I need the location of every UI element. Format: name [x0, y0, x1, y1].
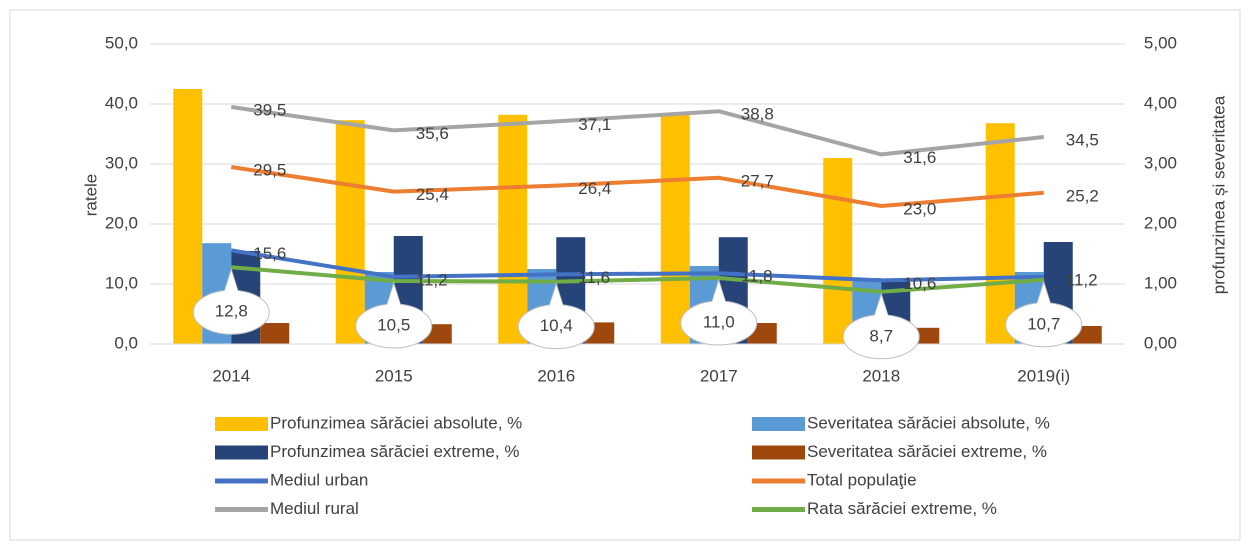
- legend-label: Mediul rural: [270, 499, 359, 518]
- data-label: 12,8: [215, 302, 248, 321]
- data-label: 38,8: [741, 105, 774, 124]
- data-label: 10,6: [903, 274, 936, 293]
- legend-swatch: [215, 445, 268, 460]
- data-label: 11,8: [741, 267, 773, 286]
- data-label: 11,2: [1066, 270, 1098, 289]
- x-tick-label: 2015: [375, 366, 413, 385]
- data-label: 34,5: [1066, 130, 1099, 149]
- data-label: 23,0: [903, 199, 936, 218]
- data-label: 29,5: [253, 160, 286, 179]
- callout: [224, 271, 239, 293]
- bar: [823, 158, 853, 344]
- legend-label: Total populaţie: [807, 470, 917, 489]
- y-tick-label: 30,0: [105, 153, 138, 172]
- legend-label: Severitatea sărăciei absolute, %: [807, 413, 1050, 432]
- y-tick-label: 10,0: [105, 273, 138, 292]
- line: [230, 105, 1044, 157]
- data-label: 11,6: [578, 268, 610, 287]
- data-label: 15,6: [253, 244, 286, 263]
- y2-tick-label: 0,00: [1144, 333, 1177, 352]
- callout: [874, 295, 889, 317]
- data-label: 8,7: [869, 326, 893, 345]
- line: [231, 265, 1044, 294]
- x-tick-label: 2019(i): [1017, 366, 1070, 385]
- legend-label: Profunzimea sărăciei extreme, %: [270, 442, 519, 461]
- data-label: 25,4: [416, 185, 449, 204]
- callout: [711, 282, 726, 303]
- bar: [335, 120, 365, 344]
- data-label: 31,6: [903, 148, 936, 167]
- y-axis-title: ratele: [81, 174, 100, 217]
- x-tick-label: 2016: [537, 366, 575, 385]
- x-tick-label: 2018: [862, 366, 900, 385]
- legend-label: Mediul urban: [270, 470, 368, 489]
- y-tick-label: 40,0: [105, 93, 138, 112]
- data-label: 39,5: [253, 100, 286, 119]
- line: [230, 248, 1044, 283]
- legend-swatch: [752, 445, 805, 460]
- data-label: 37,1: [578, 115, 611, 134]
- x-tick-label: 2014: [212, 366, 250, 385]
- data-label: 10,4: [540, 316, 573, 335]
- y-tick-label: 0,0: [114, 333, 138, 352]
- y-tick-label: 50,0: [105, 33, 138, 52]
- legend-label: Profunzimea sărăciei absolute, %: [270, 413, 522, 432]
- y2-tick-label: 2,00: [1144, 213, 1177, 232]
- data-label: 10,5: [377, 315, 410, 334]
- data-label: 26,4: [578, 179, 611, 198]
- data-label: 25,2: [1066, 186, 1099, 205]
- bar: [260, 323, 290, 344]
- legend-label: Severitatea sărăciei extreme, %: [807, 442, 1047, 461]
- y2-tick-label: 4,00: [1144, 93, 1177, 112]
- legend-swatch: [215, 417, 268, 431]
- data-label: 11,2: [416, 270, 448, 289]
- callout: [386, 285, 401, 306]
- y-tick-label: 20,0: [105, 213, 138, 232]
- line: [230, 165, 1044, 208]
- x-tick-label: 2017: [700, 366, 738, 385]
- y2-tick-label: 5,00: [1144, 33, 1177, 52]
- data-label: 27,7: [741, 171, 774, 190]
- bar: [660, 113, 690, 344]
- bar: [985, 123, 1015, 344]
- callout: [549, 285, 564, 307]
- legend-label: Rata sărăciei extreme, %: [807, 499, 997, 518]
- data-label: 10,7: [1027, 314, 1060, 333]
- y2-axis-title: profunzimea și severitatea: [1209, 95, 1228, 294]
- y2-tick-label: 3,00: [1144, 153, 1177, 172]
- data-label: 11,0: [703, 312, 735, 331]
- bar: [498, 114, 528, 344]
- y2-tick-label: 1,00: [1144, 273, 1177, 292]
- data-label: 35,6: [416, 124, 449, 143]
- legend-swatch: [752, 417, 805, 431]
- callout: [1036, 283, 1051, 305]
